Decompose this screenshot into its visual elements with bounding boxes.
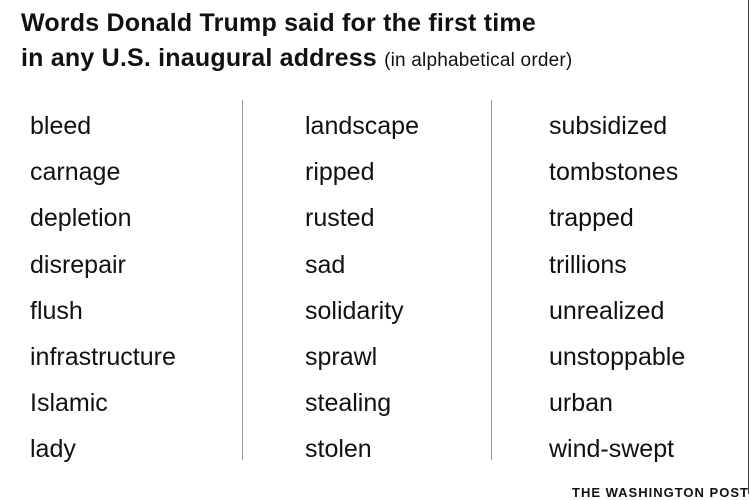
word-item: solidarity xyxy=(305,296,404,325)
word-item: sprawl xyxy=(305,342,378,371)
column-divider xyxy=(242,100,243,460)
subtitle: (in alphabetical order) xyxy=(384,50,573,71)
headline: Words Donald Trump said for the first ti… xyxy=(21,6,572,78)
word-item: rusted xyxy=(305,204,375,233)
word-item: bleed xyxy=(30,112,92,140)
word-item: disrepair xyxy=(30,250,126,279)
word-item: unstoppable xyxy=(549,342,686,371)
word-item: wind-swept xyxy=(549,435,675,464)
word-item: infrastructure xyxy=(30,342,176,371)
word-item: Islamic xyxy=(30,389,108,418)
word-item: trapped xyxy=(549,204,634,233)
word-item: subsidized xyxy=(549,112,668,140)
word-item: ripped xyxy=(305,158,375,187)
word-item: lady xyxy=(30,435,76,464)
word-item: stealing xyxy=(305,389,392,418)
word-item: trillions xyxy=(549,250,627,279)
headline-line-2-text: in any U.S. inaugural address xyxy=(21,44,377,72)
word-item: sad xyxy=(305,250,346,279)
word-column-3: subsidized tombstones trapped trillions unre… xyxy=(549,103,685,473)
word-item: landscape xyxy=(305,112,419,140)
word-item: carnage xyxy=(30,158,121,187)
headline-line-1: Words Donald Trump said for the first ti… xyxy=(21,9,536,37)
word-item: urban xyxy=(549,389,613,418)
headline-line-2: in any U.S. inaugural address (in alphab… xyxy=(21,41,572,78)
word-item: stolen xyxy=(305,435,372,464)
word-item: depletion xyxy=(30,204,132,233)
right-border xyxy=(748,0,749,494)
word-column-2: landscape ripped rusted sad solidarity sprawl… xyxy=(305,103,419,473)
word-column-1: bleed carnage depletion disrepair flush infra… xyxy=(30,103,176,473)
word-item: unrealized xyxy=(549,296,665,325)
credit: THE WASHINGTON POST xyxy=(572,485,749,500)
column-divider xyxy=(491,100,492,460)
word-item: flush xyxy=(30,296,83,325)
word-item: tombstones xyxy=(549,158,679,187)
